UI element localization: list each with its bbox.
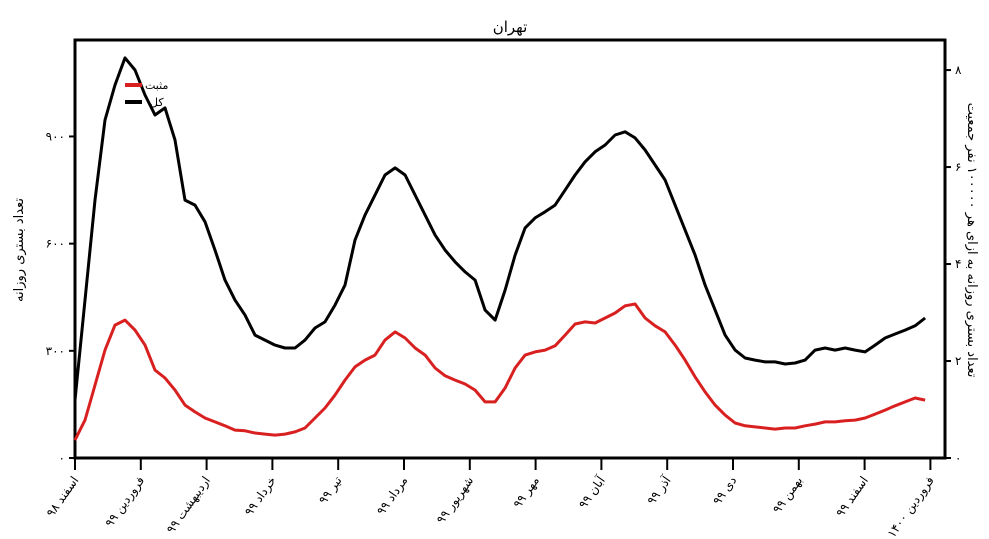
x-tick-label: آبان ۹۹ xyxy=(575,473,608,512)
series-line-total xyxy=(73,56,927,401)
x-tick-label: آذر ۹۹ xyxy=(643,473,674,508)
y-tick-label-right: ۶ xyxy=(955,160,961,174)
x-tick-label: شهریور ۹۹ xyxy=(434,474,477,527)
x-tick-label: خرداد ۹۹ xyxy=(242,474,280,519)
x-tick-label: مهر ۹۹ xyxy=(510,474,543,512)
y-tick-label-left: ۰ xyxy=(59,451,65,465)
y-tick-label-left: ۹۰۰ xyxy=(46,129,65,143)
y-axis-label-right: تعداد بستری روزانه به ازای هر ۱۰۰۰۰۰ نفر… xyxy=(964,103,979,378)
x-tick-label: فروردین ۹۹ xyxy=(102,474,148,531)
y-tick-label-left: ۶۰۰ xyxy=(46,237,65,251)
y-tick-label-right: ۴ xyxy=(955,257,961,271)
x-tick-label: اسفند ۹۸ xyxy=(44,474,82,520)
x-tick-label: اردیبهشت ۹۹ xyxy=(164,474,214,537)
chart-title: تهران xyxy=(493,18,528,36)
x-tick-label: بهمن ۹۹ xyxy=(770,474,806,517)
legend-label-positive: مثبت xyxy=(145,79,168,92)
x-tick-label: فروردین ۱۴۰۰ xyxy=(884,474,937,539)
x-tick-label: مرداد ۹۹ xyxy=(374,474,411,518)
y-tick-label-right: ۲ xyxy=(955,354,961,368)
x-tick-label: دی ۹۹ xyxy=(710,474,740,508)
y-tick-label-right: ۸ xyxy=(955,63,962,77)
plot-area: ۰ ۳۰۰ ۶۰۰ ۹۰۰ ۰ ۲ ۴ ۶ ۸ اسفند ۹۸ فروردین ۹۹ اردیبهش… xyxy=(44,38,962,539)
plot-frame xyxy=(73,38,947,460)
y-tick-label-left: ۳۰۰ xyxy=(46,344,65,358)
x-tick-label: اسفند ۹۹ xyxy=(833,474,871,520)
x-tick-label: تیر ۹۹ xyxy=(316,474,346,507)
y-axis-label-left: تعداد بستری روزانه xyxy=(12,198,27,302)
legend: مثبت کل xyxy=(125,79,168,109)
series-line-positive xyxy=(73,302,926,441)
y-tick-label-right: ۰ xyxy=(955,451,961,465)
legend-label-total: کل xyxy=(150,96,164,109)
